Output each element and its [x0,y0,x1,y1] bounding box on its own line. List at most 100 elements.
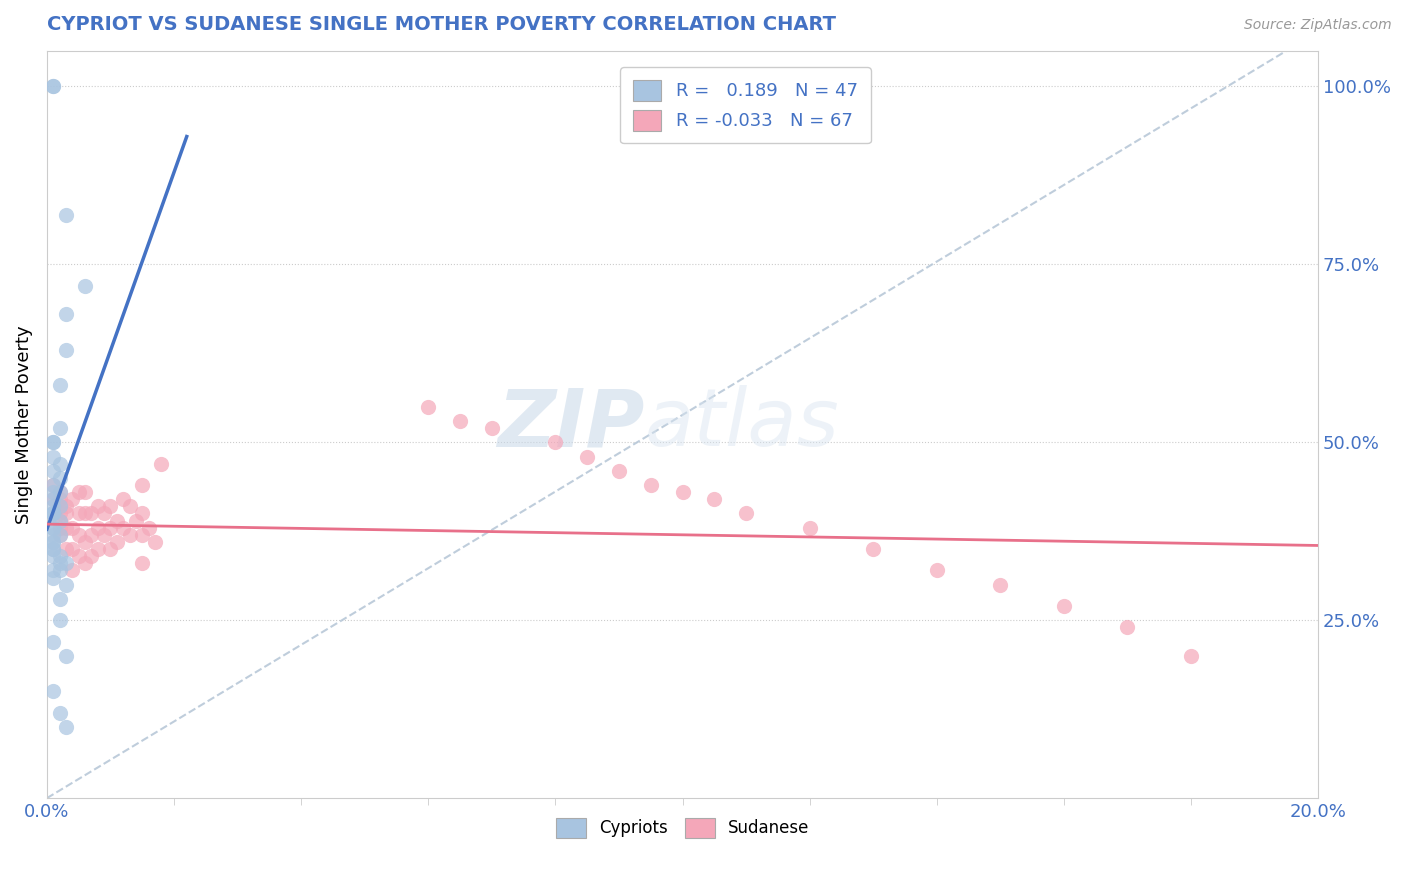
Point [73,485,96,500]
Point [42,478,65,492]
Point [42,79,65,94]
Point [42,549,65,563]
Legend: Cypriots, Sudanese: Cypriots, Sudanese [547,810,817,846]
Point [48,485,70,500]
Point [80,507,103,521]
Point [55,521,77,535]
Point [150,457,173,471]
Point [87,521,110,535]
Point [42,521,65,535]
Point [48,591,70,606]
Point [55,500,77,514]
Point [1180,648,1202,663]
Point [60,492,83,507]
Point [862,542,884,557]
Point [73,278,96,293]
Point [42,563,65,577]
Text: ZIP: ZIP [496,385,644,464]
Point [576,450,599,464]
Point [42,478,65,492]
Point [925,563,948,577]
Point [1116,620,1139,634]
Point [42,450,65,464]
Point [131,478,153,492]
Point [67,485,90,500]
Point [418,400,440,414]
Point [42,684,65,698]
Point [48,500,70,514]
Point [143,535,166,549]
Point [105,535,128,549]
Point [48,528,70,542]
Point [60,521,83,535]
Point [48,613,70,627]
Point [55,542,77,557]
Point [607,464,630,478]
Point [48,507,70,521]
Point [80,549,103,563]
Point [42,464,65,478]
Point [735,507,758,521]
Point [42,492,65,507]
Point [42,535,65,549]
Point [100,521,122,535]
Text: CYPRIOT VS SUDANESE SINGLE MOTHER POVERTY CORRELATION CHART: CYPRIOT VS SUDANESE SINGLE MOTHER POVERT… [46,15,837,34]
Point [42,528,65,542]
Point [481,421,503,435]
Point [988,577,1011,591]
Point [42,542,65,557]
Point [544,435,567,450]
Point [55,307,77,321]
Point [93,528,115,542]
Point [112,492,135,507]
Point [131,556,153,570]
Point [48,563,70,577]
Point [55,648,77,663]
Point [48,549,70,563]
Point [112,521,135,535]
Point [42,634,65,648]
Point [42,485,65,500]
Point [1053,599,1076,613]
Point [48,514,70,528]
Point [640,478,662,492]
Point [118,500,141,514]
Point [100,542,122,557]
Text: Source: ZipAtlas.com: Source: ZipAtlas.com [1244,18,1392,32]
Point [60,542,83,557]
Point [48,514,70,528]
Point [48,706,70,720]
Point [48,500,70,514]
Point [55,208,77,222]
Point [67,507,90,521]
Point [42,570,65,584]
Point [73,556,96,570]
Point [42,435,65,450]
Point [42,500,65,514]
Point [100,500,122,514]
Point [55,577,77,591]
Point [671,485,693,500]
Point [42,435,65,450]
Point [799,521,821,535]
Point [48,471,70,485]
Point [87,500,110,514]
Point [131,528,153,542]
Y-axis label: Single Mother Poverty: Single Mother Poverty [15,326,32,524]
Point [55,556,77,570]
Point [42,79,65,94]
Point [703,492,725,507]
Point [73,507,96,521]
Point [48,421,70,435]
Point [60,563,83,577]
Point [55,343,77,357]
Point [55,507,77,521]
Point [67,549,90,563]
Text: atlas: atlas [644,385,839,464]
Point [105,514,128,528]
Point [48,528,70,542]
Point [48,556,70,570]
Point [67,528,90,542]
Point [42,492,65,507]
Point [93,507,115,521]
